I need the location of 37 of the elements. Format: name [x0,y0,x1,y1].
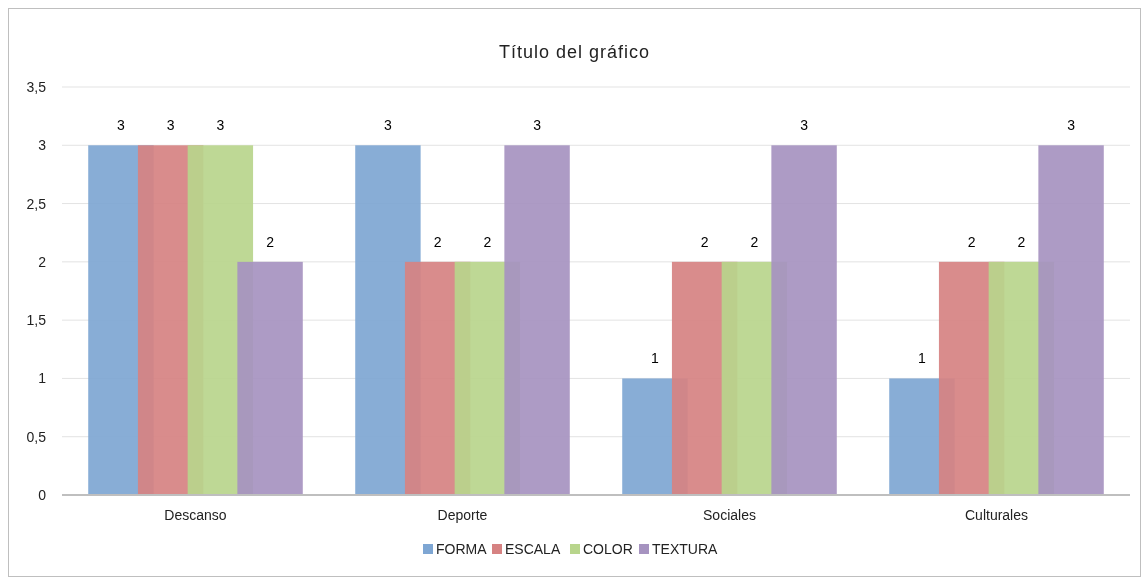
bar [504,145,570,495]
data-label: 1 [918,350,927,367]
y-tick-label: 2,5 [26,195,47,212]
data-label: 3 [216,117,225,134]
chart-title: Título del gráfico [498,42,651,62]
bar [237,261,303,495]
y-tick-label: 2 [38,253,47,270]
legend-label: TEXTURA [652,541,718,557]
legend-label: ESCALA [505,541,561,557]
legend-label: COLOR [583,541,633,557]
data-label: 3 [533,117,542,134]
y-tick-label: 1 [38,370,47,387]
y-tick-label: 1,5 [26,312,47,329]
x-tick-label: Culturales [964,507,1029,523]
data-label: 2 [266,233,275,250]
data-label: 2 [1017,233,1026,250]
data-label: 3 [800,117,809,134]
data-label: 3 [117,117,126,134]
data-label: 1 [651,350,660,367]
x-tick-label: Descanso [164,507,227,523]
data-label: 2 [483,233,492,250]
x-tick-label: Sociales [703,507,756,523]
data-label: 2 [700,233,709,250]
data-label: 2 [750,233,759,250]
data-label: 3 [1067,117,1076,134]
y-tick-label: 3,5 [26,79,47,95]
bar [771,145,837,495]
data-label: 2 [433,233,442,250]
y-tick-label: 3 [38,137,47,154]
y-tick-label: 0 [38,487,47,503]
bar [1038,145,1104,495]
legend-label: FORMA [436,541,488,557]
x-tick-label: Deporte [437,507,488,523]
y-tick-label: 0,5 [26,428,47,445]
data-label: 2 [967,233,976,250]
data-label: 3 [384,117,393,134]
data-label: 3 [166,117,175,134]
